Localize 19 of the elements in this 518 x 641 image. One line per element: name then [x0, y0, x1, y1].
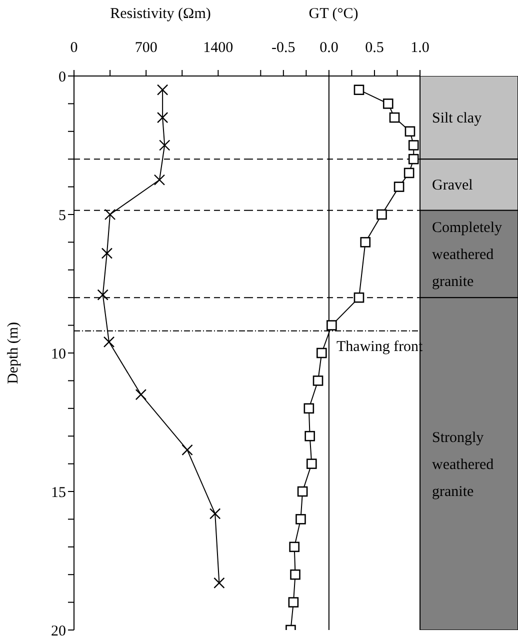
y-tick-label: 5 — [58, 208, 66, 224]
x-axis-title: Resistivity (Ωm) — [109, 6, 212, 23]
x-tick-label: 0.0 — [320, 40, 338, 56]
x-tick-label: 700 — [134, 40, 158, 56]
series-label: Gravel — [432, 178, 473, 194]
x-tick-label: -0.5 — [272, 40, 296, 56]
x-tick-label: 0 — [70, 40, 78, 56]
series-label: Silt clay — [432, 110, 482, 127]
y-tick-label: 20 — [51, 623, 66, 640]
series-label: Strongly weathered granite — [432, 430, 494, 500]
series-label: Completely weathered granite — [432, 220, 502, 290]
y-axis-title: Depth (m) — [5, 322, 22, 384]
y-tick-label: 0 — [58, 69, 66, 86]
x-tick-label: 1400 — [203, 40, 234, 56]
x-tick-label: 0.5 — [365, 40, 384, 56]
x-axis-title: GT (°C) — [308, 6, 360, 23]
y-tick-label: 10 — [51, 346, 66, 362]
y-tick-label: 15 — [51, 484, 66, 501]
x-tick-label: 1.0 — [410, 40, 430, 56]
